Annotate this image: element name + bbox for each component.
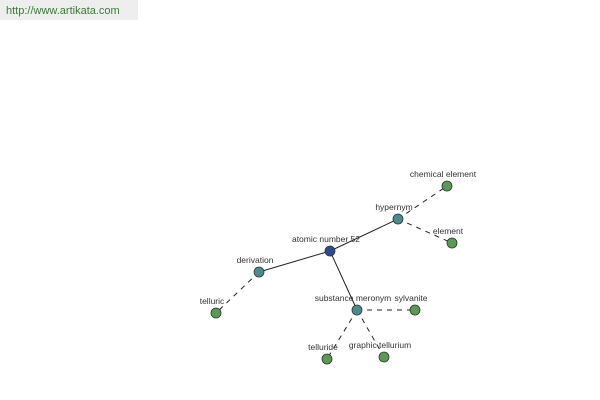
node-label: telluric [200,296,225,306]
edge [329,250,358,311]
node [378,351,390,363]
node-label: sylvanite [394,293,427,303]
node [253,266,265,278]
site-url[interactable]: http://www.artikata.com [0,0,138,20]
node-label: substance meronym [315,293,392,303]
edge [215,271,260,314]
edge [329,218,399,252]
node [441,180,453,192]
node-label: graphic tellurium [349,340,411,350]
node [392,213,404,225]
node-label: derivation [237,255,274,265]
node [210,307,222,319]
node-label: telluride [308,342,338,352]
node [324,245,336,257]
node-label: atomic number 52 [292,234,360,244]
node [351,304,363,316]
node [446,237,458,249]
node-label: chemical element [410,169,477,179]
node-label: element [433,226,464,236]
node [409,304,421,316]
node [321,353,333,365]
edge [258,250,331,273]
node-label: hypernym [375,202,412,212]
